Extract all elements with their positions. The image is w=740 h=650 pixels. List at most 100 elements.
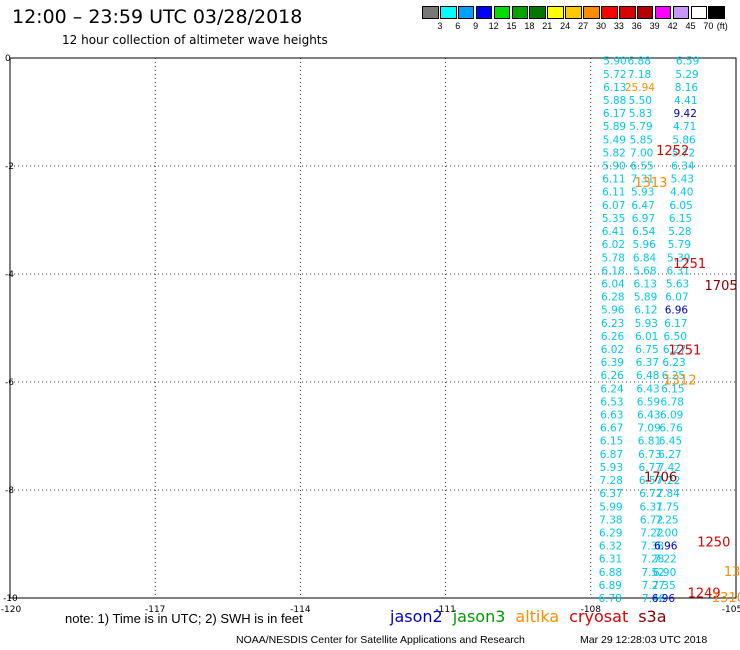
time-label: 1310 [712, 591, 740, 606]
legend-label-16: (ft) [716, 21, 728, 31]
track-c-value: 4.41 [674, 95, 697, 107]
track-a-value: 6.32 [599, 541, 622, 553]
track-a-value: 6.17 [603, 108, 626, 120]
legend-swatch-4 [493, 6, 511, 19]
track-a-value: 7.28 [600, 475, 623, 487]
track-c-value: 6.07 [665, 292, 688, 304]
track-c-value: 5.72 [672, 147, 695, 159]
track-b-value: 5.89 [634, 292, 657, 304]
track-b-value: 7.18 [628, 69, 651, 81]
satellite-jason3: jason3 [452, 607, 506, 626]
legend-label-14: 45 [685, 21, 696, 31]
track-a-value: 5.78 [602, 252, 625, 264]
time-labels: 1705170512521313125117051251131217061250… [634, 144, 740, 606]
track-b-value: 7.38 [641, 541, 664, 553]
track-b-value: 5.93 [635, 318, 658, 330]
satellite-jason2: jason2 [390, 607, 443, 626]
legend-label-13: 42 [667, 21, 678, 31]
track-c-value: 6.27 [658, 449, 681, 461]
track-c-value: 4.71 [673, 121, 696, 133]
track-c-value: 6.59 [676, 56, 699, 68]
legend-swatch-0 [422, 6, 439, 19]
track-a-value: 7.38 [599, 514, 622, 526]
track-a-value: 5.89 [603, 121, 626, 133]
satellite-cryosat: cryosat [569, 607, 629, 626]
track-b-value: 6.55 [630, 161, 653, 173]
track-a-value: 5.99 [599, 501, 622, 513]
track-b-value: 6.81 [638, 436, 661, 448]
legend-swatch-8 [565, 6, 582, 19]
satellite-legend: jason2 jason3 altika cryosat s3a [390, 607, 677, 626]
x-tick-label: -120 [1, 605, 22, 615]
time-label: 1311 [724, 565, 740, 580]
track-a-value: 6.39 [601, 357, 624, 369]
track-a-value: 6.67 [600, 423, 623, 435]
y-tick-label: -4 [5, 270, 14, 280]
track-a-value: 6.78 [598, 593, 621, 605]
track-b-value: 6.43 [636, 383, 659, 395]
track-a-value: 6.28 [601, 292, 624, 304]
track-c-value: 6.45 [659, 436, 682, 448]
track-c-value: 7.42 [658, 462, 681, 474]
generated-timestamp: Mar 29 12:28:03 UTC 2018 [580, 634, 708, 646]
track-c-value: 6.31 [666, 265, 689, 277]
track-b-value: 5.68 [633, 265, 656, 277]
track-b-value: 7.46 [642, 593, 666, 605]
legend-label-2: 9 [473, 21, 479, 31]
track-a-value: 6.53 [600, 396, 623, 408]
legend-label-9: 30 [595, 21, 606, 31]
y-tick-label: -2 [5, 162, 14, 172]
track-a-value: 6.07 [602, 200, 625, 212]
track-b-value: 6.77 [638, 462, 661, 474]
track-c-value: 7.75 [656, 501, 679, 513]
track-c-value: 6.15 [669, 213, 692, 225]
track-b-value: 5.83 [629, 108, 652, 120]
track-b-value: 25.94 [625, 82, 655, 94]
track-c-value: 6.09 [660, 410, 683, 422]
time-label: 1250 [697, 535, 730, 550]
track-c-value: 4.40 [670, 187, 693, 199]
track-a-value: 5.88 [603, 95, 626, 107]
track-c-value: 5.28 [668, 226, 691, 238]
time-label: 1252 [656, 144, 689, 159]
map-grid [10, 58, 736, 598]
track-c-value: 6.27 [663, 344, 686, 356]
track-b-value: 6.13 [634, 278, 657, 290]
track-b-value: 7.09 [637, 423, 660, 435]
track-a-value: 6.29 [599, 527, 622, 539]
color-legend: 3 6 9 12 15 18 21 24 27 30 33 36 39 42 45 70 (ft) [422, 6, 728, 34]
track-c-value: 6.76 [659, 423, 683, 435]
time-label: 1312 [663, 373, 696, 388]
legend-label-15: 70 [703, 21, 714, 31]
legend-label-11: 36 [631, 21, 642, 31]
track-b-value: 6.97 [632, 213, 655, 225]
track-a-value: 5.93 [600, 462, 623, 474]
y-tick-label: 0 [5, 54, 11, 64]
track-c-value: 6.23 [662, 357, 685, 369]
legend-swatch-9 [583, 6, 600, 19]
track-a-value: 6.63 [600, 410, 623, 422]
track-b-value: 6.31 [640, 501, 663, 513]
legend-swatch-14 [672, 6, 690, 19]
track-a-value: 5.90 [602, 161, 625, 173]
x-tick-label: -111 [435, 605, 455, 615]
legend-swatch-13 [654, 6, 672, 19]
track-b-value: 6.57 [639, 475, 662, 487]
track-b-value: 7.31 [631, 174, 654, 186]
track-b-value: 6.72 [640, 514, 663, 526]
legend-label-8: 27 [578, 21, 589, 31]
track-b-value: 5.50 [629, 95, 652, 107]
track-c-value: 7.35 [652, 580, 675, 592]
track-c-value: 6.17 [664, 318, 687, 330]
track-a-value: 6.15 [600, 436, 623, 448]
legend-swatch-3 [475, 6, 493, 19]
track-c-value: 5.39 [667, 252, 690, 264]
y-tick-label: -8 [5, 486, 14, 496]
track-a-value: 6.23 [601, 318, 624, 330]
track-c-value: 5.63 [666, 278, 689, 290]
track-b-value: 6.48 [636, 370, 659, 382]
legend-label-1: 6 [455, 21, 461, 31]
legend-swatch-6 [529, 6, 547, 19]
time-label: 1251 [673, 257, 706, 272]
